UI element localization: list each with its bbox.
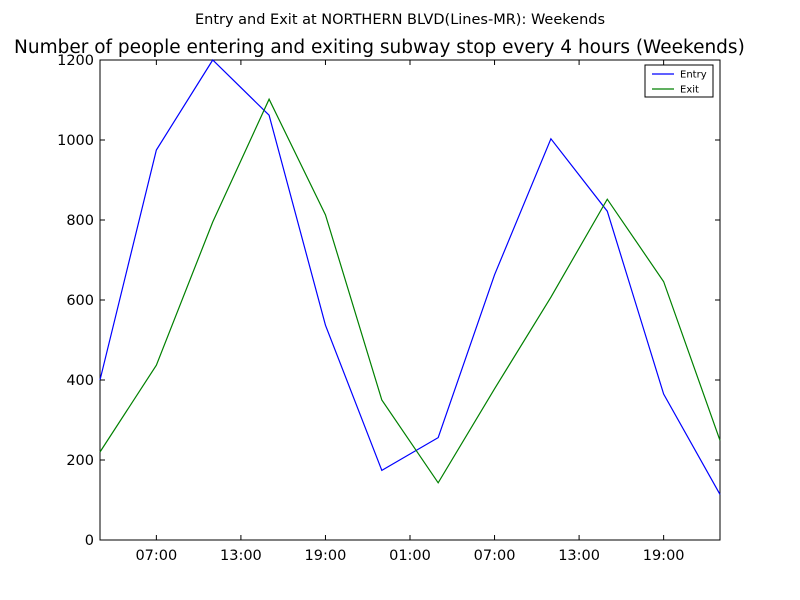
legend-label-entry: Entry [680,70,707,81]
series-line-entry [99,59,721,495]
x-tick-label: 19:00 [643,548,685,564]
plot-area: 0 200 400 600 800 1000 1200 07:00 13:00 19:00 01:0… [57,53,721,564]
chart-title: Number of people entering and exiting su… [14,37,745,58]
x-tick-label: 13:00 [220,548,262,564]
legend-box [644,64,714,98]
y-tick-label: 600 [66,293,94,309]
y-tick-label: 1200 [57,53,94,69]
tick-layer: 0 200 400 600 800 1000 1200 07:00 13:00 19:00 01:0… [57,53,720,564]
x-tick-label: 19:00 [305,548,347,564]
y-tick-label: 400 [66,373,94,389]
plot-frame [99,59,721,541]
figure-suptitle: Entry and Exit at NORTHERN BLVD(Lines-MR… [195,12,605,28]
x-tick-label: 13:00 [558,548,600,564]
legend-label-exit: Exit [680,85,699,96]
series-line-exit [99,97,721,484]
legend: Entry Exit [644,64,714,98]
series-layer [99,59,721,495]
y-tick-label: 800 [66,213,94,229]
y-tick-label: 1000 [57,133,94,149]
y-tick-label: 200 [66,453,94,469]
y-tick-label: 0 [85,533,94,549]
x-tick-label: 01:00 [389,548,431,564]
x-tick-label: 07:00 [135,548,177,564]
x-tick-label: 07:00 [474,548,516,564]
